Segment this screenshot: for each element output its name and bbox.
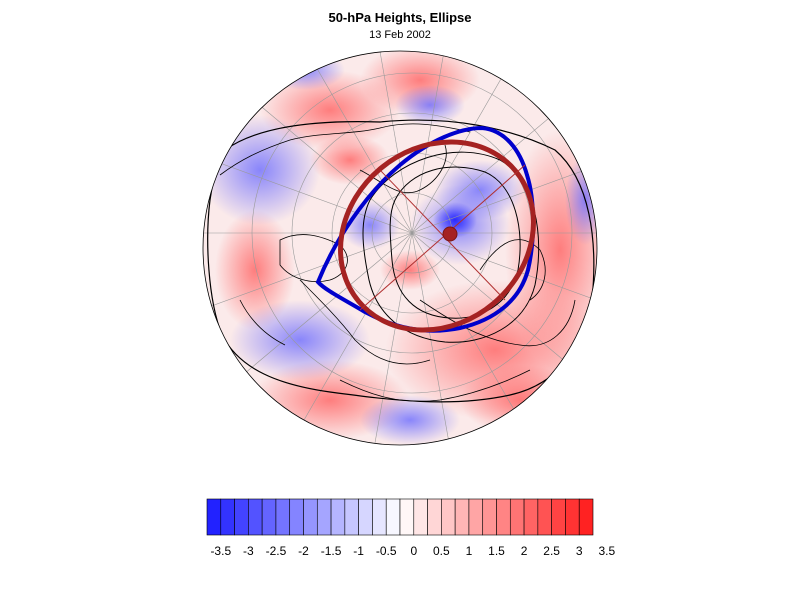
- colorbar-tick-label: -0.5: [375, 544, 397, 558]
- colorbar-swatch: [261, 498, 277, 536]
- colorbar-swatch: [468, 498, 484, 536]
- colorbar-tick-label: 3.5: [598, 544, 616, 558]
- colorbar-tick-label: 0: [410, 544, 418, 558]
- colorbar-tick-label: -2.5: [265, 544, 287, 558]
- meridian-line: [411, 151, 597, 234]
- coastlines: [219, 123, 576, 402]
- colorbar-swatch: [220, 498, 235, 536]
- ellipse-minor-axis: [359, 164, 526, 311]
- meridian-line: [411, 232, 454, 445]
- colorbar-swatch: [385, 498, 401, 536]
- meridian-line: [293, 232, 413, 438]
- colorbar-tick-label: -2: [298, 544, 309, 558]
- colorbar-tick-label: 2: [520, 544, 528, 558]
- colorbar-labels: -3.5 -3 -2.5 -2 -1.5 -1 -0.5 0 0.5 1 1.5 2 2.5 3 3.5: [0, 544, 800, 560]
- colorbar-tick-label: 1.5: [488, 544, 505, 558]
- colorbar-tick-label: 2.5: [543, 544, 560, 558]
- colorbar-tick-label: -3.5: [210, 544, 232, 558]
- colorbar: [206, 498, 594, 536]
- colorbar-swatch: [482, 498, 497, 536]
- colorbar-swatch: [413, 498, 428, 536]
- colorbar-tick-label: 0.5: [433, 544, 450, 558]
- meridian-line: [411, 232, 531, 438]
- globe-outline: [202, 50, 598, 446]
- outer-height-contour: [207, 119, 595, 403]
- colorbar-tick-label: 3: [575, 544, 583, 558]
- colorbar-tick-label: -1: [353, 544, 364, 558]
- colorbar-swatch: [316, 498, 332, 536]
- colorbar-swatch: [427, 498, 442, 536]
- meridian-line: [411, 51, 454, 234]
- colorbar-swatch: [344, 498, 359, 536]
- colorbar-swatch: [275, 498, 291, 536]
- meridian-line: [411, 232, 597, 315]
- meridian-line: [370, 232, 413, 445]
- colorbar-swatch: [441, 498, 456, 536]
- colorbar-swatch: [248, 498, 263, 536]
- fitted-ellipse: [338, 139, 536, 333]
- colorbar-swatch: [372, 498, 387, 536]
- inner-height-contour-1: [389, 166, 521, 319]
- meridian-line: [370, 51, 413, 234]
- colorbar-swatch: [551, 498, 566, 536]
- colorbar-swatch: [454, 498, 470, 536]
- colorbar-swatch: [289, 498, 304, 536]
- colorbar-swatch: [509, 498, 525, 536]
- colorbar-swatch: [399, 498, 415, 536]
- colorbar-swatch: [496, 498, 511, 536]
- colorbar-swatch: [537, 498, 552, 536]
- colorbar-tick-label: 1: [465, 544, 473, 558]
- colorbar-swatch: [578, 498, 594, 536]
- inner-height-contour-2: [362, 151, 540, 343]
- ellipse-major-axis: [379, 169, 506, 301]
- meridian-line: [203, 151, 413, 234]
- map-title: 50-hPa Heights, Ellipse: [328, 10, 472, 25]
- colorbar-swatch: [234, 498, 249, 536]
- anomaly-field: [203, 51, 597, 445]
- colorbar-swatch: [565, 498, 580, 536]
- ellipse-center-dot: [442, 226, 458, 242]
- colorbar-tick-label: -3: [243, 544, 254, 558]
- colorbar-swatch: [358, 498, 373, 536]
- map-subtitle: 13 Feb 2002: [369, 29, 431, 41]
- colorbar-swatch: [330, 498, 346, 536]
- colorbar-tick-label: -1.5: [320, 544, 342, 558]
- meridian-line: [230, 232, 413, 386]
- colorbar-swatch: [303, 498, 318, 536]
- colorbar-swatch: [206, 498, 222, 536]
- colorbar-swatch: [523, 498, 539, 536]
- meridian-line: [203, 232, 413, 315]
